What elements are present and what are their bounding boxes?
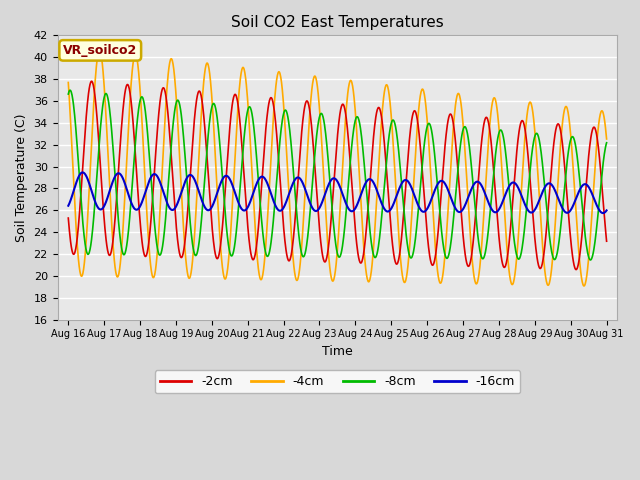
Legend: -2cm, -4cm, -8cm, -16cm: -2cm, -4cm, -8cm, -16cm	[155, 370, 520, 393]
Title: Soil CO2 East Temperatures: Soil CO2 East Temperatures	[231, 15, 444, 30]
Text: VR_soilco2: VR_soilco2	[63, 44, 138, 57]
Y-axis label: Soil Temperature (C): Soil Temperature (C)	[15, 113, 28, 242]
X-axis label: Time: Time	[322, 345, 353, 358]
